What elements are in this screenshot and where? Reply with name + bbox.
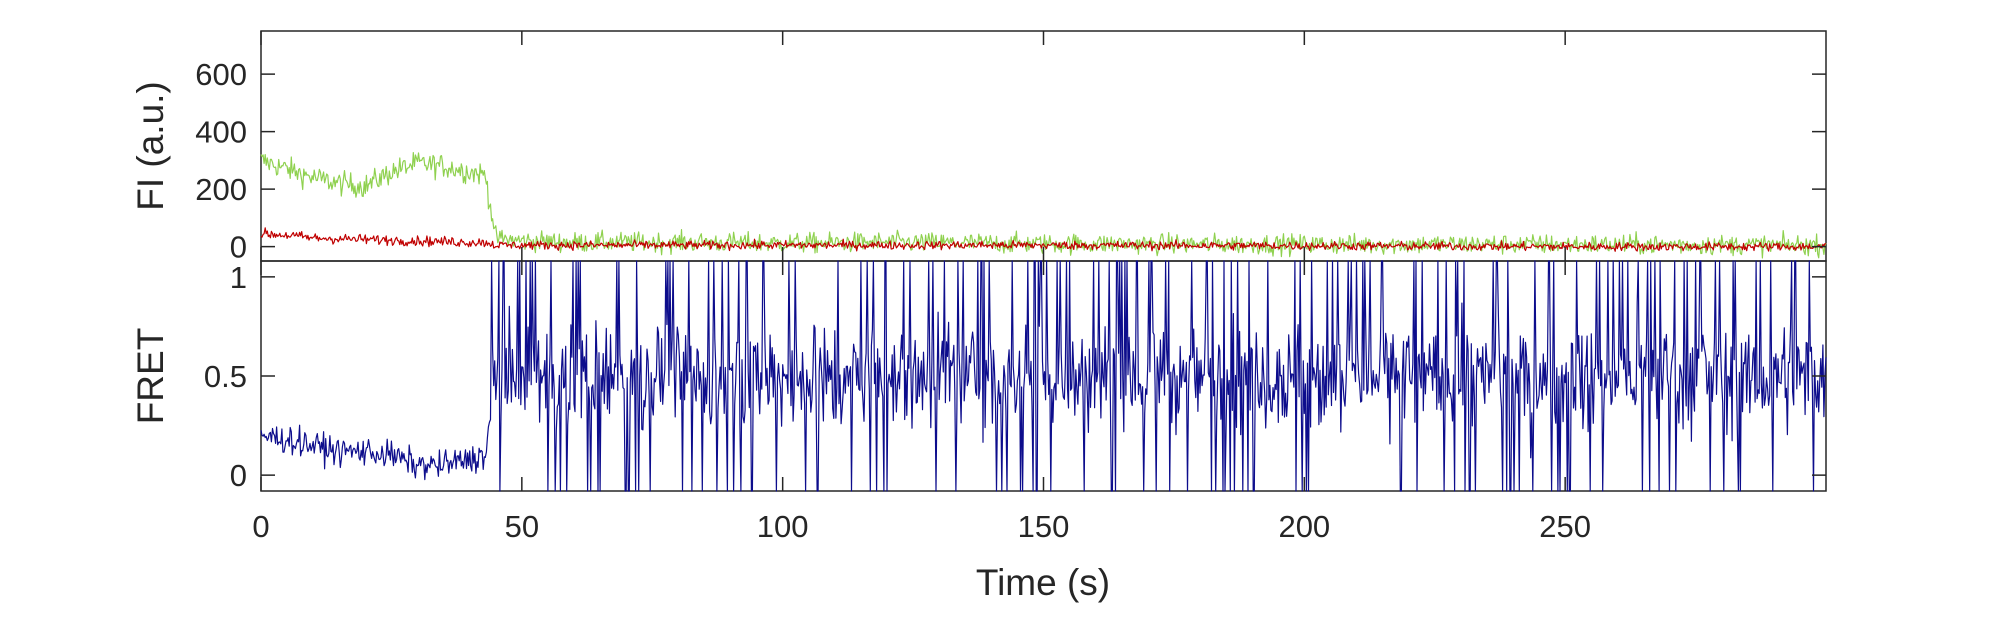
fret-y-tick-label: 0.5 bbox=[204, 359, 247, 394]
x-tick-label: 250 bbox=[1539, 509, 1591, 544]
x-tick-label: 0 bbox=[252, 509, 269, 544]
intensity-y-axis-title: FI (a.u.) bbox=[130, 81, 171, 211]
intensity-y-tick-label: 200 bbox=[195, 172, 247, 207]
fret-y-tick-label: 1 bbox=[230, 260, 247, 295]
x-axis-title: Time (s) bbox=[976, 562, 1110, 603]
fret-series-layer bbox=[260, 260, 1827, 492]
x-tick-label: 200 bbox=[1278, 509, 1330, 544]
fret-y-tick-label: 0 bbox=[230, 458, 247, 493]
intensity-trace-line-0 bbox=[260, 152, 1827, 259]
fret-y-ticks: 00.51 bbox=[204, 260, 1826, 493]
fret-trace-line bbox=[260, 260, 1827, 492]
fret-x-ticks: 0 50 100 150 200 250 bbox=[252, 31, 1591, 544]
intensity-series-layer bbox=[260, 152, 1827, 259]
fret-y-axis-title: FRET bbox=[130, 328, 171, 425]
x-tick-label: 150 bbox=[1018, 509, 1070, 544]
intensity-panel: 0 200 400 600 FI (a.u.) bbox=[130, 30, 1827, 265]
intensity-trace-line-1 bbox=[260, 227, 1827, 252]
x-tick-label: 50 bbox=[505, 509, 539, 544]
intensity-y-tick-label: 400 bbox=[195, 115, 247, 150]
intensity-y-tick-label: 600 bbox=[195, 57, 247, 92]
intensity-y-tick-label: 0 bbox=[230, 230, 247, 265]
fret-panel: 00.51 0 50 100 150 200 250 FRET Time (s) bbox=[130, 31, 1827, 603]
x-tick-label: 100 bbox=[757, 509, 809, 544]
intensity-y-ticks: 0 200 400 600 bbox=[195, 57, 1826, 265]
